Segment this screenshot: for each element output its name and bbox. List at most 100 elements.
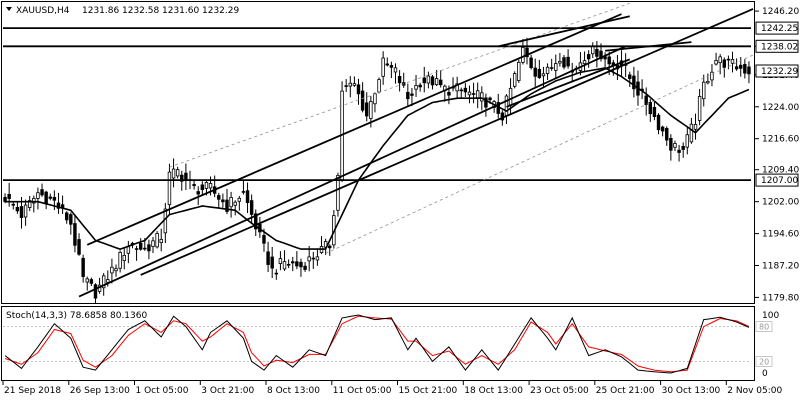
candle-body	[114, 268, 118, 272]
candle-body	[73, 223, 77, 246]
time-tick-label: 3 Oct 21:00	[201, 386, 254, 396]
candle-body	[93, 284, 98, 299]
candle-body	[155, 233, 159, 248]
candle-body	[307, 256, 311, 262]
candle-body	[414, 85, 418, 90]
stochastic-level-box	[755, 321, 773, 333]
candle-body	[599, 50, 603, 60]
candle-body	[237, 197, 242, 202]
candle-body	[393, 67, 398, 73]
candle-body	[397, 76, 402, 84]
candle-body	[743, 64, 747, 74]
candle-body	[3, 196, 7, 202]
time-tick-label: 8 Oct 13:00	[267, 386, 320, 396]
candle-body	[726, 58, 731, 61]
candle-body	[126, 246, 131, 254]
candle-body	[426, 75, 431, 84]
candle-body	[521, 47, 525, 63]
time-tick-label: 30 Oct 13:00	[662, 386, 721, 396]
candle-body	[200, 184, 205, 190]
candle-body	[434, 78, 439, 86]
candle-body	[147, 244, 151, 252]
stochastic-label: Stoch(14,3,3) 78.6858 80.1360	[6, 311, 147, 321]
candle-body	[455, 83, 459, 92]
candle-body	[475, 90, 480, 99]
stochastic-axis-label: 100	[762, 311, 779, 321]
candle-body	[143, 247, 147, 250]
candle-body	[718, 56, 722, 64]
candle-body	[463, 87, 468, 93]
candle-body	[303, 265, 307, 270]
channel-dashed-line[interactable]	[325, 54, 754, 254]
candle-body	[369, 101, 373, 119]
time-tick-label: 26 Sep 13:00	[70, 386, 130, 396]
candle-body	[336, 174, 340, 211]
time-tick-label: 15 Oct 21:00	[399, 386, 458, 396]
candle-body	[541, 73, 546, 77]
trend-line[interactable]	[498, 15, 630, 48]
ohlc-open: 1231.86	[82, 6, 119, 16]
candle-body	[262, 235, 266, 244]
trend-line[interactable]	[605, 41, 692, 52]
trend-line[interactable]	[140, 8, 754, 276]
candle-body	[175, 169, 180, 177]
candle-body	[32, 197, 36, 204]
candle-body	[52, 196, 57, 201]
candle-body	[225, 199, 229, 212]
candle-body	[167, 171, 172, 206]
candle-body	[607, 56, 611, 65]
candle-body	[389, 65, 394, 68]
trend-line[interactable]	[78, 45, 627, 298]
candle-body	[529, 57, 533, 69]
symbol-label: XAUUSD,H4	[16, 6, 70, 16]
candle-body	[360, 90, 365, 111]
trend-line[interactable]	[86, 13, 622, 246]
candle-body	[192, 184, 196, 187]
price-label-text: 1207.00	[761, 176, 798, 186]
price-tick-label: 1179.80	[762, 293, 799, 303]
time-tick-label: 18 Oct 13:00	[464, 386, 523, 396]
candle-body	[702, 81, 706, 100]
candle-body	[537, 68, 542, 79]
candle-body	[69, 214, 73, 225]
candle-body	[484, 97, 488, 108]
candle-body	[134, 248, 139, 250]
candle-body	[118, 251, 122, 269]
candle-body	[714, 60, 718, 65]
candle-body	[286, 264, 291, 266]
trend-line[interactable]	[506, 58, 631, 108]
candle-body	[151, 240, 155, 247]
candle-body	[681, 146, 685, 150]
candle-body	[693, 124, 698, 130]
stochastic-level-label: 80	[759, 323, 769, 332]
candle-body	[85, 278, 89, 283]
candle-body	[554, 63, 558, 71]
candle-body	[710, 71, 714, 81]
axis-layer: 1246.201238.021231.401224.001216.601209.…	[2, 7, 799, 396]
stochastic-level-box	[755, 355, 773, 367]
candle-body	[106, 279, 110, 283]
candle-body	[23, 204, 28, 218]
candle-body	[15, 206, 20, 212]
candle-body	[739, 64, 743, 69]
candle-body	[512, 73, 517, 87]
candle-body	[278, 258, 283, 264]
candle-body	[64, 212, 69, 221]
price-tick-label: 1246.20	[762, 7, 799, 17]
candle-body	[438, 79, 443, 86]
candle-body	[471, 93, 476, 95]
candle-body	[677, 149, 681, 153]
candle-body	[19, 206, 24, 218]
candle-body	[591, 45, 595, 55]
moving-average-line	[5, 67, 750, 250]
candle-body	[480, 92, 484, 102]
candle-body	[270, 256, 274, 269]
collapse-arrow-icon[interactable]	[6, 7, 12, 11]
price-tick-label: 1216.60	[762, 135, 799, 145]
stochastic-main-line	[4, 314, 750, 374]
candle-body	[328, 245, 332, 249]
candle-body	[110, 266, 114, 274]
candle-body	[660, 126, 665, 132]
candle-body	[266, 251, 270, 265]
